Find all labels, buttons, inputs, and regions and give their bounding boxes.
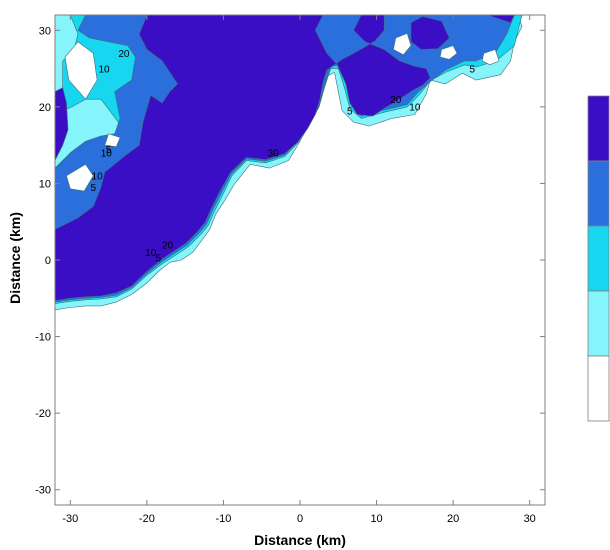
contour-region-8: [66, 164, 94, 192]
contour-region-5: [410, 16, 450, 50]
x-tick-label-0: -30: [62, 513, 78, 525]
colorbar-segment-2: [587, 225, 610, 292]
x-tick-label-4: 10: [370, 513, 382, 525]
x-axis-title: Distance (km): [254, 532, 346, 548]
contour-label-1: 20: [118, 49, 130, 60]
axis-ticks: -30 -20 -10 0 10 20 30 -30 -20 -10 0 10 20 30: [35, 15, 545, 525]
colorbar-segment-3: [587, 290, 610, 357]
colorbar-segment-1: [587, 160, 610, 227]
contour-label-9: 30: [268, 149, 280, 160]
contour-region-11: [439, 45, 458, 60]
y-tick-label-0: -30: [35, 485, 51, 497]
contour-label-8: 5: [156, 254, 162, 265]
contour-region-9: [104, 133, 121, 147]
x-tick-label-1: -20: [139, 513, 155, 525]
contour-label-4: 5: [91, 183, 97, 194]
y-tick-label-3: 0: [45, 255, 51, 267]
y-tick-label-2: -10: [35, 332, 51, 344]
contour-regions: [55, 15, 523, 311]
contour-label-11: 20: [390, 95, 402, 106]
x-tick-label-3: 0: [297, 513, 303, 525]
contour-region-4: [55, 87, 69, 161]
x-tick-label-5: 20: [447, 513, 459, 525]
x-tick-label-2: -10: [215, 513, 231, 525]
contour-label-6: 10: [145, 248, 157, 259]
y-tick-label-1: -20: [35, 408, 51, 420]
y-tick-label-4: 10: [39, 178, 51, 190]
y-tick-label-5: 20: [39, 102, 51, 114]
contour-label-2: 5: [106, 145, 112, 156]
contour-label-5: 10: [92, 172, 104, 183]
colorbar: [587, 95, 610, 422]
y-axis-title: Distance (km): [7, 212, 23, 304]
contour-label-13: 5: [469, 64, 475, 75]
contour-label-0: 10: [98, 64, 110, 75]
contour-region-10: [393, 33, 412, 56]
contour-label-3: 10: [101, 149, 113, 160]
colorbar-segment-0: [587, 95, 610, 162]
y-tick-label-6: 30: [39, 25, 51, 37]
colorbar-segment-4: [587, 355, 610, 422]
contour-region-12: [481, 49, 500, 66]
contour-label-12: 10: [409, 103, 421, 114]
contour-region-6: [487, 15, 515, 24]
contour-label-7: 20: [162, 241, 174, 252]
x-tick-label-6: 30: [524, 513, 536, 525]
contour-label-10: 5: [347, 107, 353, 118]
contour-region-7: [64, 41, 98, 100]
contour-region-3: [55, 15, 431, 301]
